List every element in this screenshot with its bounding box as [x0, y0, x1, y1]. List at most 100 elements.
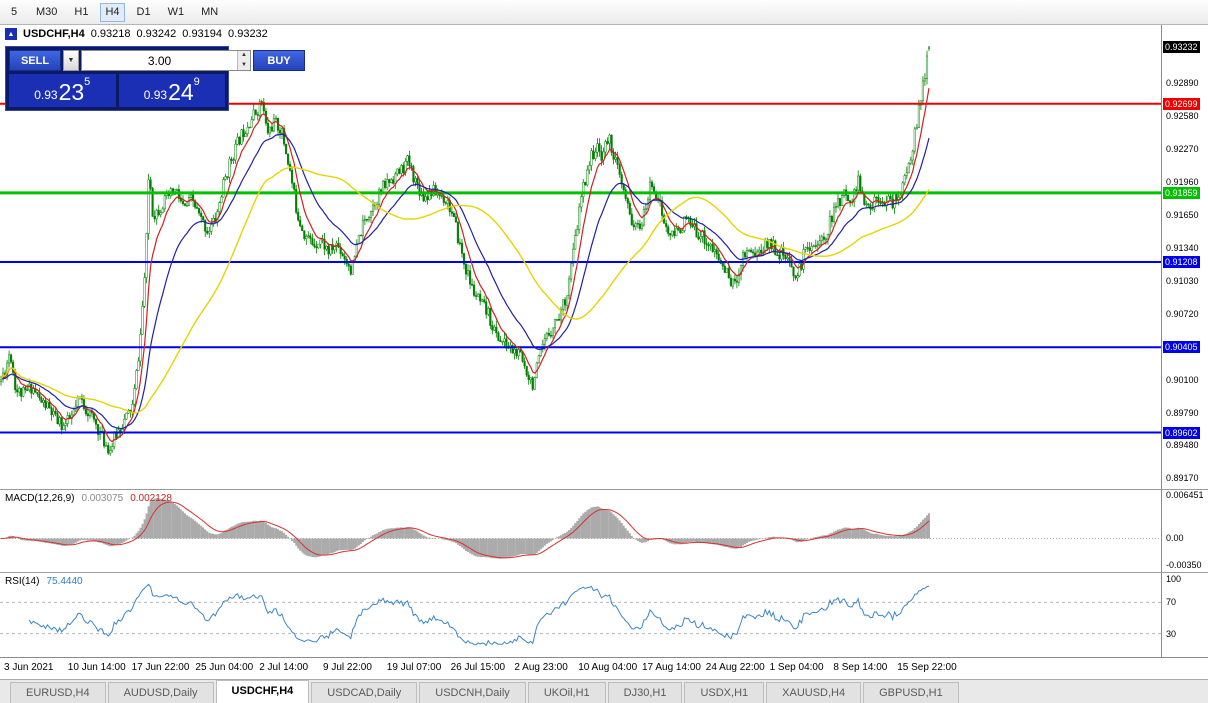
chart-tab-usdx[interactable]: USDX,H1	[684, 682, 765, 703]
timeframe-button-h4[interactable]: H4	[100, 2, 125, 22]
buy-price-button[interactable]: 0.93 24 9	[118, 74, 225, 107]
price-axis-label: 0.89790	[1166, 407, 1199, 418]
volume-decrease-button[interactable]: ▼	[238, 60, 250, 70]
volume-spinner: ▲ ▼	[237, 51, 250, 70]
volume-dropdown-button[interactable]: ▼	[63, 50, 79, 71]
macd-pane[interactable]: MACD(12,26,9) 0.003075 0.002128 0.006451…	[0, 490, 1208, 572]
macd-axis-label: -0.00350	[1166, 559, 1202, 570]
chart-legend: ▲ USDCHF,H4 0.93218 0.93242 0.93194 0.93…	[5, 28, 268, 40]
time-axis-label: 10 Aug 04:00	[578, 662, 638, 673]
timeframe-button-w1[interactable]: W1	[167, 5, 185, 18]
time-axis-label: 2 Aug 23:00	[514, 662, 568, 673]
chart-tab-usdchf[interactable]: USDCHF,H4	[215, 680, 310, 703]
time-axis[interactable]: 3 Jun 2021 10 Jun 14:00 17 Jun 22:00 25 Jun…	[0, 657, 1208, 679]
sell-button[interactable]: SELL	[9, 50, 61, 71]
moving-average-line	[0, 166, 930, 414]
chart-tab-usdcnh[interactable]: USDCNH,Daily	[419, 682, 526, 703]
line-price-tag: 0.92699	[1163, 97, 1200, 110]
sell-price-big: 23	[58, 79, 85, 105]
time-axis-label: 26 Jul 15:00	[450, 662, 506, 673]
price-axis-label: 0.91340	[1166, 242, 1199, 253]
price-axis-label: 0.92580	[1166, 111, 1199, 122]
chart-tab-dj30[interactable]: DJ30,H1	[607, 682, 683, 703]
macd-name: MACD(12,26,9)	[5, 493, 75, 504]
macd-histogram	[2, 498, 930, 559]
buy-price-big: 24	[168, 79, 194, 105]
rsi-axis-label: 100	[1166, 574, 1182, 584]
buy-button[interactable]: BUY	[253, 50, 305, 71]
time-axis-label: 19 Jul 07:00	[386, 662, 442, 673]
ohlc-low: 0.93194	[182, 28, 223, 40]
rsi-name: RSI(14)	[5, 576, 40, 587]
macd-signal-value: 0.002128	[130, 493, 172, 504]
volume-input[interactable]	[82, 51, 237, 70]
ohlc-high: 0.93242	[136, 28, 177, 40]
chart-tab-gbpusd[interactable]: GBPUSD,H1	[863, 682, 959, 703]
time-axis-label: 17 Aug 14:00	[642, 662, 701, 673]
time-axis-label: 1 Sep 04:00	[769, 662, 824, 673]
price-axis[interactable]: 0.92890 0.92580 0.92270 0.91960 0.91650 0.913…	[1161, 25, 1208, 489]
time-axis-label: 10 Jun 14:00	[67, 662, 126, 673]
chart-tab-xauusd[interactable]: XAUUSD,H4	[766, 682, 862, 703]
price-axis-label: 0.89170	[1166, 473, 1199, 484]
chart-tab-usdcad[interactable]: USDCAD,Daily	[311, 682, 418, 703]
chart-title: USDCHF,H4	[23, 28, 85, 40]
line-price-tag: 0.91859	[1163, 186, 1200, 199]
chart-window: ▲ USDCHF,H4 0.93218 0.93242 0.93194 0.93…	[0, 25, 1208, 679]
sell-price-button[interactable]: 0.93 23 5	[9, 74, 116, 107]
ohlc-open: 0.93218	[90, 28, 131, 40]
time-axis-label: 25 Jun 04:00	[195, 662, 254, 673]
line-price-tag: 0.90405	[1163, 341, 1200, 354]
price-axis-label: 0.90100	[1166, 374, 1199, 385]
rsi-axis-label: 70	[1166, 597, 1177, 608]
time-axis-label: 17 Jun 22:00	[131, 662, 190, 673]
price-pane[interactable]: ▲ USDCHF,H4 0.93218 0.93242 0.93194 0.93…	[0, 25, 1208, 489]
pane-separator[interactable]	[0, 489, 1208, 490]
chart-tab-ukoil[interactable]: UKOil,H1	[527, 682, 606, 703]
rsi-axis[interactable]: 100 70 30	[1161, 573, 1208, 657]
macd-canvas[interactable]	[0, 490, 1161, 572]
timeframe-button-d1[interactable]: D1	[136, 5, 151, 18]
price-axis-label: 0.90720	[1166, 308, 1199, 319]
price-axis-label: 0.92890	[1166, 78, 1199, 89]
rsi-canvas[interactable]	[0, 573, 1161, 657]
timeframe-button-m30[interactable]: M30	[36, 5, 58, 18]
rsi-pane[interactable]: RSI(14) 75.4440 100 70 30	[0, 573, 1208, 657]
sell-price-base: 0.93	[34, 88, 58, 102]
price-chart-canvas[interactable]	[0, 25, 1161, 489]
macd-axis-label: 0.006451	[1166, 490, 1204, 500]
line-price-tag: 0.89602	[1163, 426, 1200, 439]
moving-average-line	[0, 133, 930, 430]
rsi-value: 75.4440	[46, 576, 83, 587]
macd-signal-line	[0, 501, 930, 559]
macd-axis-label: 0.00	[1166, 533, 1184, 544]
chart-tab-eurusd[interactable]: EURUSD,H4	[10, 682, 106, 703]
pane-separator[interactable]	[0, 572, 1208, 573]
chart-tab-audusd[interactable]: AUDUSD,Daily	[107, 682, 214, 703]
macd-label: MACD(12,26,9) 0.003075 0.002128	[5, 493, 172, 504]
timeframe-button-h1[interactable]: H1	[74, 5, 89, 18]
buy-price-sup: 9	[193, 76, 200, 88]
time-axis-label: 8 Sep 14:00	[833, 662, 888, 673]
buy-price-base: 0.93	[143, 88, 168, 102]
current-price-tag: 0.93232	[1163, 41, 1200, 54]
timeframe-button-mn[interactable]: MN	[201, 5, 219, 18]
chart-tabs-bar: EURUSD,H4 AUDUSD,Daily USDCHF,H4 USDCAD,Dai…	[0, 679, 1208, 703]
price-axis-label: 0.91650	[1166, 210, 1199, 221]
price-axis-label: 0.91030	[1166, 275, 1199, 286]
time-axis-label: 9 Jul 22:00	[323, 662, 372, 673]
time-axis-label: 3 Jun 2021	[4, 662, 54, 673]
macd-main-value: 0.003075	[81, 493, 124, 504]
macd-axis[interactable]: 0.006451 0.00 -0.00350	[1161, 490, 1208, 572]
sell-price-sup: 5	[84, 76, 91, 88]
rsi-line	[28, 583, 930, 647]
volume-increase-button[interactable]: ▲	[238, 51, 250, 61]
price-axis-label: 0.92270	[1166, 144, 1199, 155]
timeframe-toolbar: 5 M30 H1 H4 D1 W1 MN	[0, 0, 1208, 25]
timeframe-button-5[interactable]: 5	[10, 5, 18, 18]
price-axis-label: 0.89480	[1166, 440, 1199, 451]
line-price-tag: 0.91208	[1163, 255, 1200, 268]
one-click-collapse-button[interactable]: ▲	[5, 28, 17, 40]
time-axis-label: 15 Sep 22:00	[897, 662, 957, 673]
